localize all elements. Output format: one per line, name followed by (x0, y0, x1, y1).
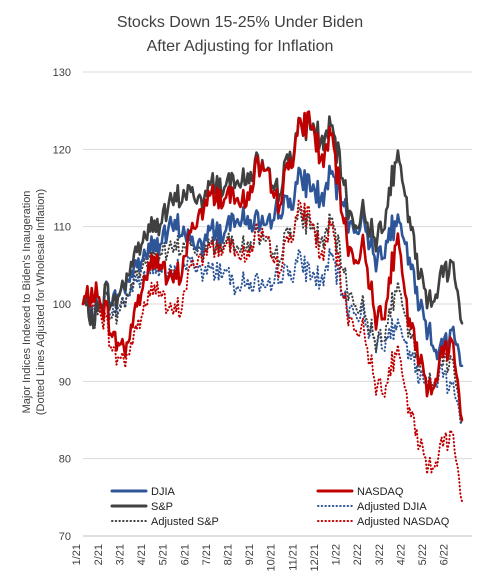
x-tick-label: 10/21 (266, 544, 278, 572)
series-lines (81, 110, 464, 503)
x-axis-ticks: 1/21 2/21 3/21 4/21 5/21 6/21 7/21 8/21 9/21 10/2… (71, 544, 450, 572)
gridlines (83, 71, 472, 537)
legend-label-nasdaq: NASDAQ (357, 486, 404, 498)
x-tick-label: 1/21 (71, 544, 83, 565)
x-tick-label: 5/22 (417, 544, 429, 565)
y-tick-label: 80 (59, 454, 71, 466)
series-line-adjusted-nasdaq (82, 199, 463, 503)
y-tick-label: 130 (53, 67, 71, 79)
y-axis-title-line-1: Major Indices Indexed to Biden's Inauger… (21, 191, 33, 414)
chart-title-line-1: Stocks Down 15-25% Under Biden (117, 14, 363, 31)
legend-label-adjusted-djia: Adjusted DJIA (357, 501, 427, 513)
legend-label-s-p: S&P (151, 501, 173, 513)
x-tick-label: 7/21 (201, 544, 213, 565)
x-tick-label: 8/21 (223, 544, 235, 565)
x-tick-label: 2/21 (93, 544, 105, 565)
x-tick-label: 12/21 (309, 544, 321, 572)
x-tick-label: 11/21 (287, 544, 299, 571)
y-tick-label: 120 (53, 144, 71, 156)
series-line-s-p (81, 113, 464, 328)
legend-label-adjusted-s-p: Adjusted S&P (151, 516, 219, 528)
y-tick-label: 100 (53, 299, 71, 311)
y-tick-label: 70 (59, 531, 71, 543)
x-tick-label: 1/22 (331, 544, 343, 565)
chart-title-line-2: After Adjusting for Inflation (147, 38, 334, 55)
legend-label-djia: DJIA (151, 486, 176, 498)
y-axis-title-line-2: (Dotted Lines Adjusted for Wholesale Inf… (35, 189, 47, 415)
series-line-adjusted-s-p (82, 206, 463, 425)
x-tick-label: 3/22 (374, 544, 386, 565)
x-tick-label: 5/21 (158, 544, 170, 565)
x-tick-label: 4/22 (395, 544, 407, 565)
x-tick-label: 4/21 (136, 544, 148, 565)
legend: DJIA NASDAQ S&P Adjusted DJIA Adjusted S&P Ad… (110, 486, 450, 528)
x-tick-label: 2/22 (352, 544, 364, 565)
x-tick-label: 9/21 (244, 544, 256, 565)
y-tick-label: 90 (59, 376, 71, 388)
y-axis-ticks: 70 80 90 100 110 120 130 (53, 67, 71, 543)
series-line-djia (81, 164, 464, 368)
series-line-nasdaq (81, 110, 464, 422)
x-tick-label: 6/21 (179, 544, 191, 565)
x-tick-label: 3/21 (114, 544, 126, 565)
y-axis-title: Major Indices Indexed to Biden's Inauger… (21, 189, 47, 415)
x-tick-label: 6/22 (439, 544, 451, 565)
y-tick-label: 110 (53, 222, 71, 234)
legend-label-adjusted-nasdaq: Adjusted NASDAQ (357, 516, 450, 528)
